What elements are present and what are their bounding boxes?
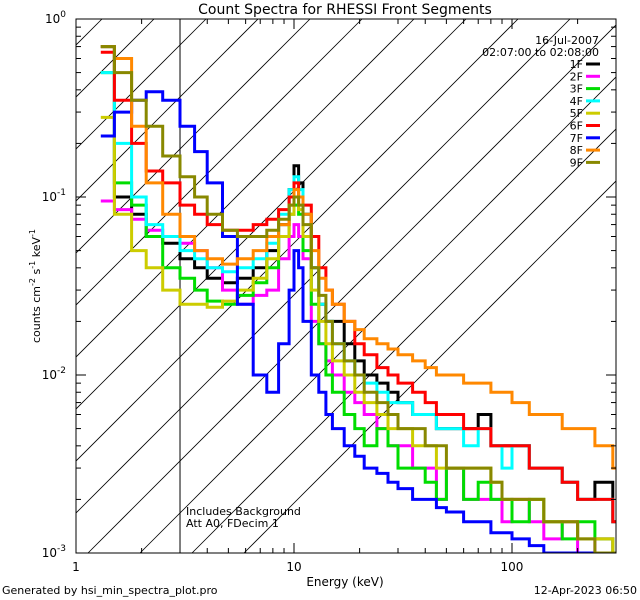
hatch-line (76, 19, 519, 462)
legend-label-7f: 7F (570, 132, 583, 145)
series-line-9f (100, 45, 616, 553)
y-tick-exponent: -1 (57, 188, 66, 198)
footer-generated-by: Generated by hsi_min_spectra_plot.pro (2, 584, 218, 597)
legend-label-4f: 4F (570, 95, 583, 108)
y-label-sup3: -1 (28, 229, 37, 237)
hatch-line (76, 19, 103, 46)
y-label-part1: counts cm (30, 286, 43, 343)
x-axis-label: Energy (keV) (306, 575, 383, 589)
legend-label-5f: 5F (570, 107, 583, 120)
y-tick-label: 100 (45, 10, 66, 26)
hatch-line (139, 76, 616, 553)
y-tick-label: 10-1 (42, 188, 66, 204)
time-range-label: 02:07:00 to 02:08:00 (482, 46, 599, 59)
series-line-8f (100, 45, 616, 470)
annotation-attenuator: Att A0, FDecim 1 (186, 517, 279, 530)
y-tick-exponent: -2 (57, 366, 66, 376)
y-label-sup2: -1 (28, 261, 37, 269)
y-tick-base: 10 (42, 368, 57, 382)
y-tick-label: 10-2 (42, 366, 66, 382)
footer-timestamp: 12-Apr-2023 06:50 (534, 584, 637, 597)
y-tick-base: 10 (42, 190, 57, 204)
y-label-part3: keV (30, 237, 43, 261)
hatch-line (76, 19, 207, 150)
hatch-line (76, 19, 259, 202)
plot-frame (75, 18, 617, 554)
annotation-background: Includes Background (186, 505, 301, 518)
x-axis-ticks: 1 10 100 (72, 19, 617, 574)
date-label: 16-Jul-2007 (535, 34, 599, 47)
hatch-line (191, 128, 616, 553)
legend-label-1f: 1F (570, 58, 583, 71)
legend-label-8f: 8F (570, 144, 583, 157)
y-tick-exponent: -3 (57, 544, 66, 554)
y-tick-label: 10-3 (42, 544, 66, 560)
chart-title: Count Spectra for RHESSI Front Segments (198, 2, 492, 18)
hatch-line (243, 180, 616, 553)
y-axis-label: counts cm-2 s-1 keV-1 (28, 229, 43, 343)
legend-label-9f: 9F (570, 156, 583, 169)
hatch-line (87, 24, 616, 553)
hatch-line (76, 19, 467, 410)
legend-label-2f: 2F (570, 70, 583, 83)
x-tick-label: 100 (501, 560, 524, 574)
hatch-line (76, 19, 363, 306)
x-tick-label: 10 (286, 560, 301, 574)
legend-label-6f: 6F (570, 120, 583, 133)
legend-label-3f: 3F (570, 83, 583, 96)
y-tick-base: 10 (45, 12, 60, 26)
y-label-sup1: -2 (28, 278, 37, 286)
y-tick-exponent: 0 (60, 10, 66, 20)
series-lines (100, 45, 616, 553)
series-line-7f (100, 90, 616, 553)
y-tick-base: 10 (42, 546, 57, 560)
y-label-part2: s (30, 268, 43, 277)
hatch-line (76, 19, 415, 358)
x-tick-label: 1 (72, 560, 80, 574)
hatch-line (76, 19, 311, 254)
series-line-3f (100, 71, 616, 553)
